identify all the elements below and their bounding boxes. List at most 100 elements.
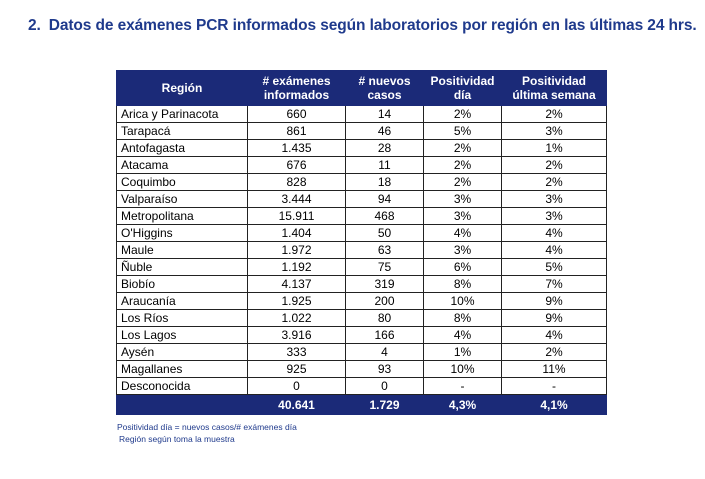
table-header-row: Región # exámenes informados # nuevos caso… [116, 70, 607, 106]
new-cases-cell: 11 [345, 156, 424, 174]
new-cases-cell: 166 [345, 326, 424, 344]
header-positivity-day: Positividad día [423, 70, 502, 106]
positivity-day-cell: 10% [423, 292, 502, 310]
table-row: Atacama 676 11 2% 2% [116, 156, 607, 174]
table-row: Desconocida 0 0- - [116, 377, 607, 395]
new-cases-cell: 63 [345, 241, 424, 259]
positivity-week-cell: 9% [501, 292, 607, 310]
positivity-week-cell: 2% [501, 156, 607, 174]
positivity-day-cell: 2% [423, 139, 502, 157]
new-cases-cell: 50 [345, 224, 424, 242]
positivity-week-cell: 2% [501, 173, 607, 191]
new-cases-cell: 80 [345, 309, 424, 327]
region-cell: Aysén [116, 343, 248, 361]
positivity-week-cell: 3% [501, 207, 607, 225]
table-row: Maule 1.972 63 3% 4% [116, 241, 607, 259]
table-row: Ñuble 1.192 75 6% 5% [116, 258, 607, 276]
total-new-cases-cell: 1.729 [345, 394, 424, 415]
total-row: 40.641 1.729 4,3% 4,1% [116, 394, 607, 415]
region-cell: Arica y Parinacota [116, 105, 248, 123]
positivity-day-cell: 2% [423, 173, 502, 191]
region-cell: Magallanes [116, 360, 248, 378]
new-cases-cell: 4 [345, 343, 424, 361]
positivity-day-cell: 8% [423, 275, 502, 293]
region-cell: Ñuble [116, 258, 248, 276]
table-row: Magallanes 925 93 10% 11% [116, 360, 607, 378]
table-row: Tarapacá 861 46 5% 3% [116, 122, 607, 140]
positivity-day-cell: 3% [423, 207, 502, 225]
exams-cell: 828 [247, 173, 346, 191]
exams-cell: 0 [247, 377, 346, 395]
region-cell: Antofagasta [116, 139, 248, 157]
exams-cell: 861 [247, 122, 346, 140]
positivity-week-cell: 9% [501, 309, 607, 327]
region-cell: Coquimbo [116, 173, 248, 191]
region-cell: Metropolitana [116, 207, 248, 225]
exams-cell: 3.916 [247, 326, 346, 344]
positivity-week-cell: 3% [501, 122, 607, 140]
table-row: Araucanía 1.925 200 10% 9% [116, 292, 607, 310]
exams-cell: 1.925 [247, 292, 346, 310]
table-row: Antofagasta 1.435 28 2% 1% [116, 139, 607, 157]
new-cases-cell: 468 [345, 207, 424, 225]
table-row: O'Higgins 1.404 50 4% 4% [116, 224, 607, 242]
footnotes: Positividad día = nuevos casos/# exámene… [117, 421, 297, 445]
region-cell: Los Lagos [116, 326, 248, 344]
header-region: Región [116, 70, 248, 106]
positivity-day-cell: 2% [423, 105, 502, 123]
region-cell: Desconocida [116, 377, 248, 395]
pcr-table: Región # exámenes informados # nuevos caso… [116, 70, 607, 415]
exams-cell: 1.404 [247, 224, 346, 242]
exams-cell: 3.444 [247, 190, 346, 208]
positivity-day-cell: - [423, 377, 502, 395]
new-cases-cell: 14 [345, 105, 424, 123]
region-cell: Biobío [116, 275, 248, 293]
new-cases-cell: 319 [345, 275, 424, 293]
new-cases-cell: 18 [345, 173, 424, 191]
total-positivity-day-cell: 4,3% [423, 394, 502, 415]
section-title-text: Datos de exámenes PCR informados según l… [48, 17, 697, 34]
header-exams: # exámenes informados [247, 70, 346, 106]
positivity-week-cell: 7% [501, 275, 607, 293]
positivity-week-cell: 4% [501, 241, 607, 259]
positivity-week-cell: 5% [501, 258, 607, 276]
exams-cell: 15.911 [247, 207, 346, 225]
positivity-day-cell: 6% [423, 258, 502, 276]
exams-cell: 1.192 [247, 258, 346, 276]
section-title: 2. Datos de exámenes PCR informados según… [28, 17, 697, 35]
positivity-week-cell: 4% [501, 326, 607, 344]
positivity-day-cell: 4% [423, 224, 502, 242]
positivity-week-cell: - [501, 377, 607, 395]
positivity-week-cell: 1% [501, 139, 607, 157]
positivity-day-cell: 10% [423, 360, 502, 378]
exams-cell: 925 [247, 360, 346, 378]
header-positivity-week: Positividad última semana [501, 70, 607, 106]
region-cell: Maule [116, 241, 248, 259]
table-row: Coquimbo 828 18 2% 2% [116, 173, 607, 191]
section-number: 2. [28, 17, 41, 34]
positivity-week-cell: 4% [501, 224, 607, 242]
positivity-day-cell: 1% [423, 343, 502, 361]
positivity-day-cell: 2% [423, 156, 502, 174]
table-row: Los Lagos 3.916 166 4% 4% [116, 326, 607, 344]
new-cases-cell: 93 [345, 360, 424, 378]
region-cell: Tarapacá [116, 122, 248, 140]
table-row: Metropolitana 15.911 468 3% 3% [116, 207, 607, 225]
new-cases-cell: 75 [345, 258, 424, 276]
region-cell: Valparaíso [116, 190, 248, 208]
new-cases-cell: 28 [345, 139, 424, 157]
table-row: Valparaíso 3.444 94 3% 3% [116, 190, 607, 208]
new-cases-cell: 200 [345, 292, 424, 310]
region-cell: Atacama [116, 156, 248, 174]
positivity-day-cell: 4% [423, 326, 502, 344]
positivity-week-cell: 2% [501, 105, 607, 123]
region-cell: Los Ríos [116, 309, 248, 327]
positivity-day-cell: 3% [423, 190, 502, 208]
total-positivity-week-cell: 4,1% [501, 394, 607, 415]
footnote-region: Región según toma la muestra [119, 434, 235, 444]
positivity-day-cell: 5% [423, 122, 502, 140]
positivity-day-cell: 8% [423, 309, 502, 327]
positivity-day-cell: 3% [423, 241, 502, 259]
positivity-week-cell: 2% [501, 343, 607, 361]
new-cases-cell: 94 [345, 190, 424, 208]
